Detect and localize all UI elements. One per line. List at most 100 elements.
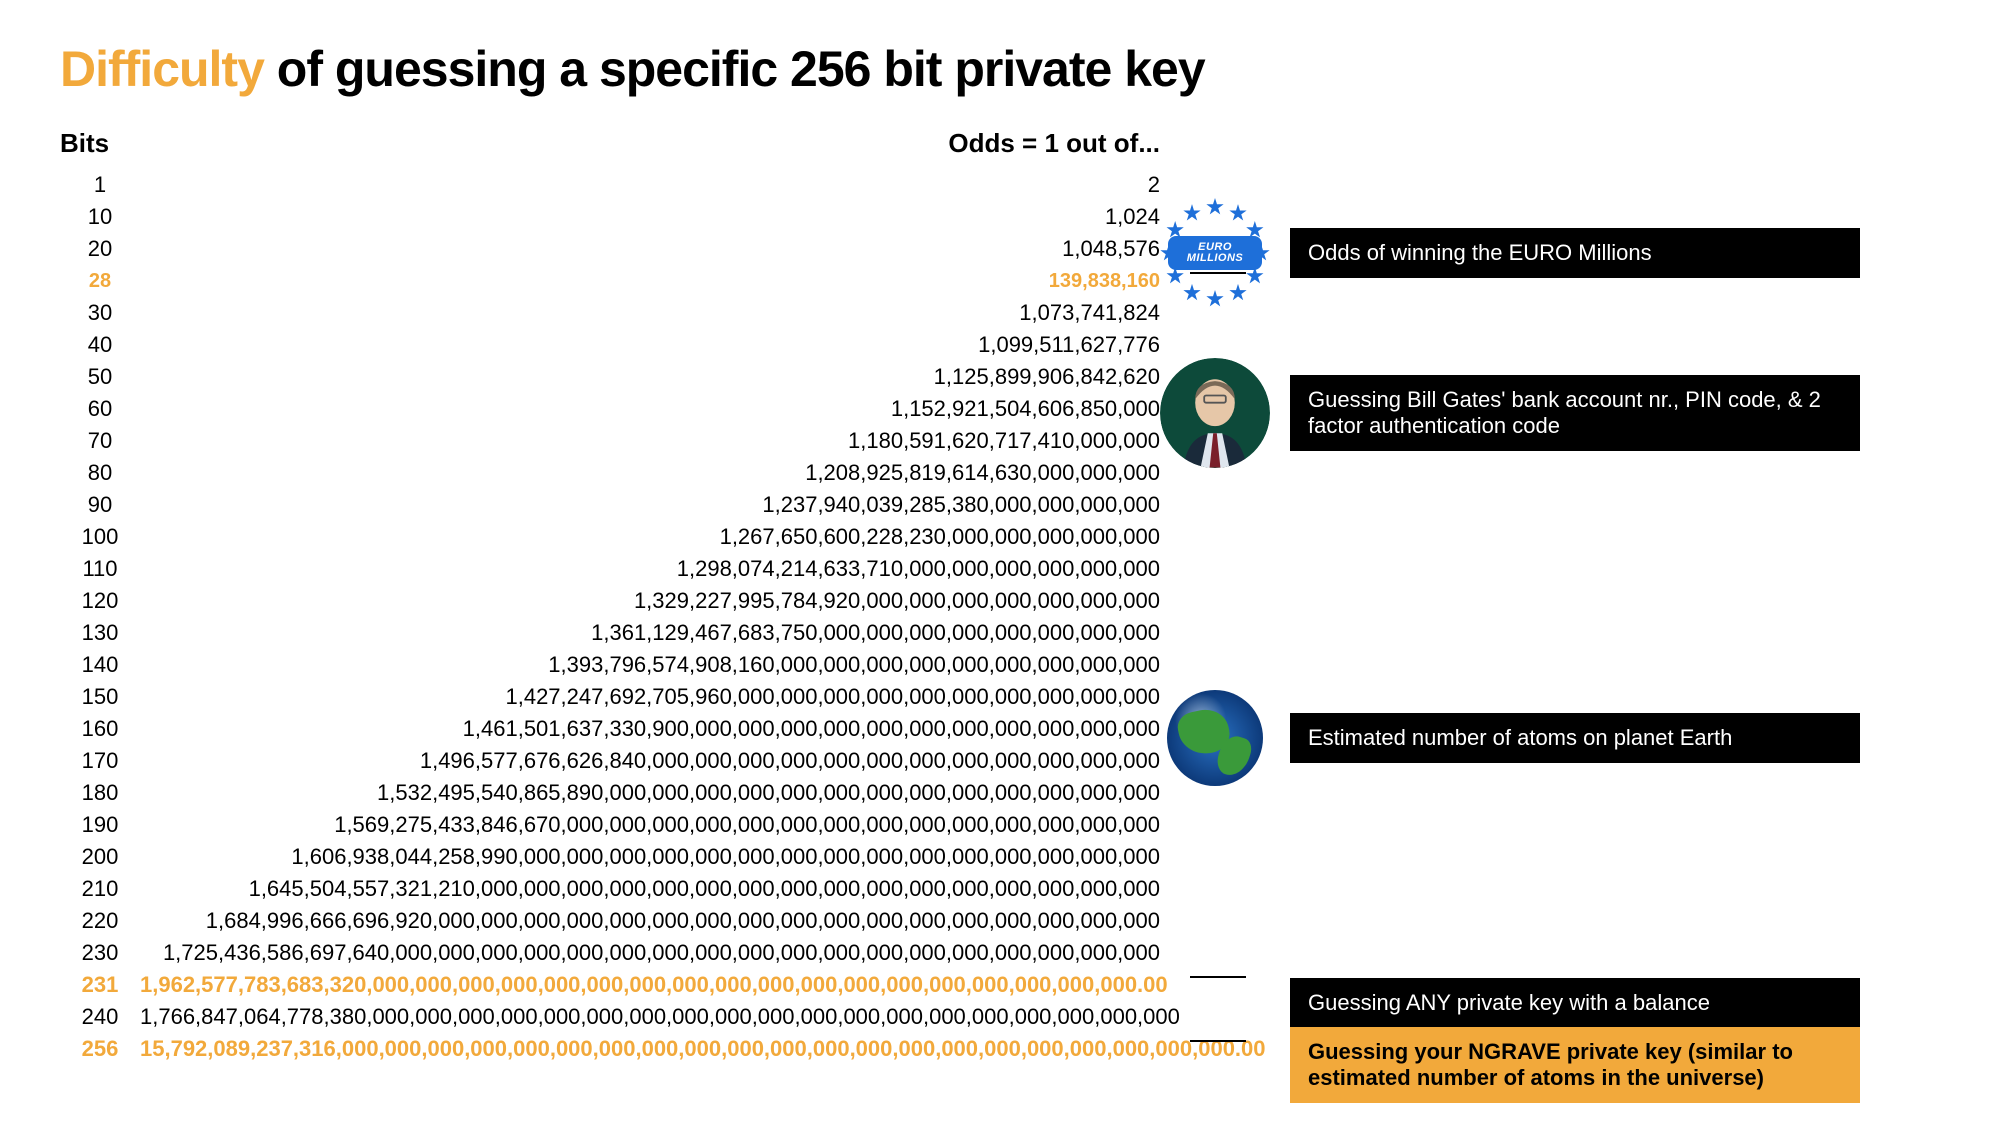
cell-bits: 130 — [60, 617, 140, 649]
callout-gates: Guessing Bill Gates' bank account nr., P… — [1160, 358, 1860, 468]
cell-bits: 220 — [60, 905, 140, 937]
table-row: 1901,569,275,433,846,670,000,000,000,000… — [60, 809, 1160, 841]
table-row: 1301,361,129,467,683,750,000,000,000,000… — [60, 617, 1160, 649]
cell-odds: 1,461,501,637,330,900,000,000,000,000,00… — [140, 713, 1160, 745]
cell-bits: 20 — [60, 233, 140, 265]
table-row: 301,073,741,824 — [60, 297, 1160, 329]
cell-odds: 1,361,129,467,683,750,000,000,000,000,00… — [140, 617, 1160, 649]
cell-bits: 70 — [60, 425, 140, 457]
page-title: Difficulty of guessing a specific 256 bi… — [60, 40, 1955, 98]
cell-odds: 1,180,591,620,717,410,000,000 — [140, 425, 1160, 457]
table-row: 601,152,921,504,606,850,000 — [60, 393, 1160, 425]
cell-bits: 200 — [60, 841, 140, 873]
cell-odds: 1,684,996,666,696,920,000,000,000,000,00… — [140, 905, 1160, 937]
table-row: 12 — [60, 169, 1160, 201]
cell-odds: 1,606,938,044,258,990,000,000,000,000,00… — [140, 841, 1160, 873]
cell-bits: 1 — [60, 169, 140, 201]
callout-text: Odds of winning the EURO Millions — [1290, 228, 1860, 278]
cell-odds: 139,838,160 — [140, 265, 1160, 297]
cell-bits: 160 — [60, 713, 140, 745]
cell-bits: 100 — [60, 521, 140, 553]
cell-bits: 28 — [60, 265, 140, 297]
cell-bits: 30 — [60, 297, 140, 329]
cell-odds: 15,792,089,237,316,000,000,000,000,000,0… — [140, 1033, 1160, 1065]
table-row: 2101,645,504,557,321,210,000,000,000,000… — [60, 873, 1160, 905]
cell-odds: 1,152,921,504,606,850,000 — [140, 393, 1160, 425]
table-row: 901,237,940,039,285,380,000,000,000,000 — [60, 489, 1160, 521]
cell-odds: 1,496,577,676,626,840,000,000,000,000,00… — [140, 745, 1160, 777]
cell-bits: 231 — [60, 969, 140, 1001]
cell-odds: 1,393,796,574,908,160,000,000,000,000,00… — [140, 649, 1160, 681]
cell-bits: 110 — [60, 553, 140, 585]
title-highlight: Difficulty — [60, 41, 264, 97]
table-row: 2201,684,996,666,696,920,000,000,000,000… — [60, 905, 1160, 937]
cell-bits: 180 — [60, 777, 140, 809]
cell-odds: 1,298,074,214,633,710,000,000,000,000,00… — [140, 553, 1160, 585]
table-row: 25615,792,089,237,316,000,000,000,000,00… — [60, 1033, 1160, 1065]
table-row: 101,024 — [60, 201, 1160, 233]
table-row: 2311,962,577,783,683,320,000,000,000,000… — [60, 969, 1160, 1001]
table-row: 401,099,511,627,776 — [60, 329, 1160, 361]
cell-bits: 120 — [60, 585, 140, 617]
cell-bits: 60 — [60, 393, 140, 425]
cell-odds: 1,099,511,627,776 — [140, 329, 1160, 361]
table-body: 12101,024201,048,57628139,838,160301,073… — [60, 169, 1160, 1065]
table-row: 1401,393,796,574,908,160,000,000,000,000… — [60, 649, 1160, 681]
cell-bits: 50 — [60, 361, 140, 393]
callout-text: Guessing Bill Gates' bank account nr., P… — [1290, 375, 1860, 451]
table-row: 1001,267,650,600,228,230,000,000,000,000… — [60, 521, 1160, 553]
table-row: 801,208,925,819,614,630,000,000,000 — [60, 457, 1160, 489]
table-row: 1201,329,227,995,784,920,000,000,000,000… — [60, 585, 1160, 617]
cell-odds: 1,237,940,039,285,380,000,000,000,000 — [140, 489, 1160, 521]
cell-bits: 90 — [60, 489, 140, 521]
callout-ngrave: Guessing your NGRAVE private key (simila… — [1160, 1010, 1860, 1120]
cell-bits: 240 — [60, 1001, 140, 1033]
header-bits: Bits — [60, 128, 140, 159]
table-row: 2301,725,436,586,697,640,000,000,000,000… — [60, 937, 1160, 969]
cell-bits: 140 — [60, 649, 140, 681]
lottery-icon: EUROMILLIONS — [1160, 198, 1270, 308]
table-row: 1701,496,577,676,626,840,000,000,000,000… — [60, 745, 1160, 777]
cell-odds: 1,329,227,995,784,920,000,000,000,000,00… — [140, 585, 1160, 617]
cell-odds: 1,532,495,540,865,890,000,000,000,000,00… — [140, 777, 1160, 809]
table-row: 2001,606,938,044,258,990,000,000,000,000… — [60, 841, 1160, 873]
cell-bits: 40 — [60, 329, 140, 361]
table-row: 1601,461,501,637,330,900,000,000,000,000… — [60, 713, 1160, 745]
table-row: 1101,298,074,214,633,710,000,000,000,000… — [60, 553, 1160, 585]
cell-odds: 1,208,925,819,614,630,000,000,000 — [140, 457, 1160, 489]
table-header-row: Bits Odds = 1 out of... — [60, 128, 1160, 159]
callout-text: Guessing your NGRAVE private key (simila… — [1290, 1027, 1860, 1103]
table-row: 28139,838,160 — [60, 265, 1160, 297]
cell-odds: 1,267,650,600,228,230,000,000,000,000,00… — [140, 521, 1160, 553]
cell-odds: 1,125,899,906,842,620 — [140, 361, 1160, 393]
table-row: 701,180,591,620,717,410,000,000 — [60, 425, 1160, 457]
odds-table: Bits Odds = 1 out of... 12101,024201,048… — [60, 128, 1160, 1065]
table-row: 2401,766,847,064,778,380,000,000,000,000… — [60, 1001, 1160, 1033]
title-rest: of guessing a specific 256 bit private k… — [264, 41, 1205, 97]
cell-odds: 2 — [140, 169, 1160, 201]
cell-bits: 170 — [60, 745, 140, 777]
cell-bits: 80 — [60, 457, 140, 489]
cell-bits: 150 — [60, 681, 140, 713]
table-row: 501,125,899,906,842,620 — [60, 361, 1160, 393]
cell-odds: 1,569,275,433,846,670,000,000,000,000,00… — [140, 809, 1160, 841]
table-row: 1501,427,247,692,705,960,000,000,000,000… — [60, 681, 1160, 713]
callout-text: Estimated number of atoms on planet Eart… — [1290, 713, 1860, 763]
globe-icon — [1160, 683, 1270, 793]
cell-odds: 1,962,577,783,683,320,000,000,000,000,00… — [140, 969, 1160, 1001]
cell-odds: 1,024 — [140, 201, 1160, 233]
table-row: 1801,532,495,540,865,890,000,000,000,000… — [60, 777, 1160, 809]
cell-odds: 1,048,576 — [140, 233, 1160, 265]
cell-odds: 1,427,247,692,705,960,000,000,000,000,00… — [140, 681, 1160, 713]
cell-bits: 256 — [60, 1033, 140, 1065]
callout-euromillions: EUROMILLIONS Odds of winning the EURO Mil… — [1160, 198, 1860, 308]
portrait-icon — [1160, 358, 1270, 468]
euromillions-label-bottom: MILLIONS — [1168, 253, 1262, 264]
cell-odds: 1,073,741,824 — [140, 297, 1160, 329]
cell-bits: 230 — [60, 937, 140, 969]
cell-odds: 1,645,504,557,321,210,000,000,000,000,00… — [140, 873, 1160, 905]
cell-bits: 190 — [60, 809, 140, 841]
cell-odds: 1,725,436,586,697,640,000,000,000,000,00… — [140, 937, 1160, 969]
callout-earth: Estimated number of atoms on planet Eart… — [1160, 683, 1860, 793]
content-area: Bits Odds = 1 out of... 12101,024201,048… — [60, 128, 1955, 1065]
